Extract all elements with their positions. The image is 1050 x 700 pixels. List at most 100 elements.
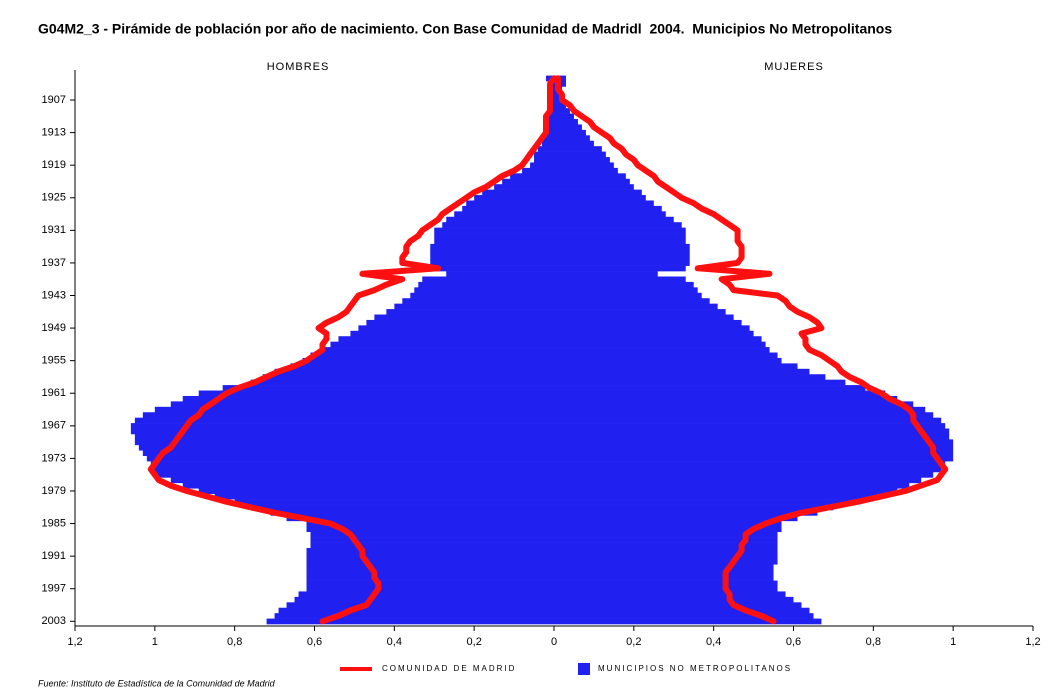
bar [418,281,554,288]
bar [554,227,686,234]
bar [154,406,555,413]
bar [554,113,574,120]
bar [494,184,554,190]
bar [198,390,554,397]
bar [554,363,798,370]
bar [462,205,554,212]
bar [546,113,554,120]
bar [554,108,570,114]
line [147,75,557,625]
legend-swatch [578,663,590,675]
bar [386,309,554,315]
bar [554,417,942,424]
legend-label: COMUNIDAD DE MADRID [382,664,516,673]
bar [306,564,554,571]
y-tick-label: 1973 [42,452,66,464]
bar [554,493,878,500]
bar [554,439,954,446]
bar [554,178,630,185]
bar [554,526,782,533]
bar [554,211,666,218]
bar [554,184,634,190]
bar [554,520,782,527]
bar [330,341,554,348]
bar [134,439,554,446]
bar [554,569,774,576]
bar [250,379,554,386]
bar [222,385,555,391]
y-tick-label: 1979 [42,485,66,497]
bar [554,504,834,511]
bar [482,189,554,196]
bar [338,336,554,342]
x-tick-label: 0,6 [307,636,322,648]
bar [534,157,554,163]
bar [554,482,910,489]
bar [146,455,554,462]
bar [150,466,554,473]
x-tick-label: 1 [950,636,956,648]
bar [546,75,554,82]
bar [554,102,566,109]
x-tick-label: 0,2 [626,636,641,648]
bar [554,444,954,451]
bar [554,406,926,413]
bar [410,292,554,299]
x-tick-label: 0,4 [387,636,402,648]
bar [266,618,554,625]
bar [554,276,686,283]
bar [546,124,554,131]
bar [138,444,554,451]
bar [434,233,554,239]
bar [542,135,554,142]
bar [554,352,778,359]
bar [554,216,674,223]
source: Fuente: Instituto de Estadística de la C… [38,678,276,688]
bar [262,374,554,380]
bar [466,200,554,207]
y-tick-label: 1931 [42,224,66,236]
bar [554,336,762,342]
bar [306,569,554,576]
bar [554,292,702,299]
bar [430,254,554,261]
bar [554,167,618,174]
bar [554,423,946,429]
bar [294,596,554,603]
bar [422,276,554,283]
bar [170,401,555,408]
x-tick-label: 0 [551,636,557,648]
bar [554,314,734,321]
bar [554,602,802,609]
chart-title: G04M2_3 - Pirámide de población por año … [38,21,892,37]
x-tick-label: 0,8 [227,636,242,648]
bar [554,200,654,207]
bar [554,374,826,380]
bar [446,271,554,277]
bar [446,216,554,223]
bar [554,222,682,228]
bar [270,509,554,516]
bar [554,157,610,163]
bar [274,613,554,619]
y-tick-label: 1997 [42,583,66,595]
bar [554,129,586,136]
bar [306,547,554,554]
bar [322,347,554,353]
bar [554,368,810,375]
bar [302,357,554,364]
bar [170,477,555,484]
bar [290,363,554,370]
x-tick-label: 0,6 [786,636,801,648]
bar [554,509,818,516]
bar [434,265,554,272]
bar [554,401,914,408]
bar [454,211,554,218]
bar [286,515,554,522]
y-tick-label: 1991 [42,550,66,562]
bar [554,303,718,310]
bar [430,243,554,250]
bar [306,558,554,565]
bar [554,97,562,104]
bar [554,173,626,180]
